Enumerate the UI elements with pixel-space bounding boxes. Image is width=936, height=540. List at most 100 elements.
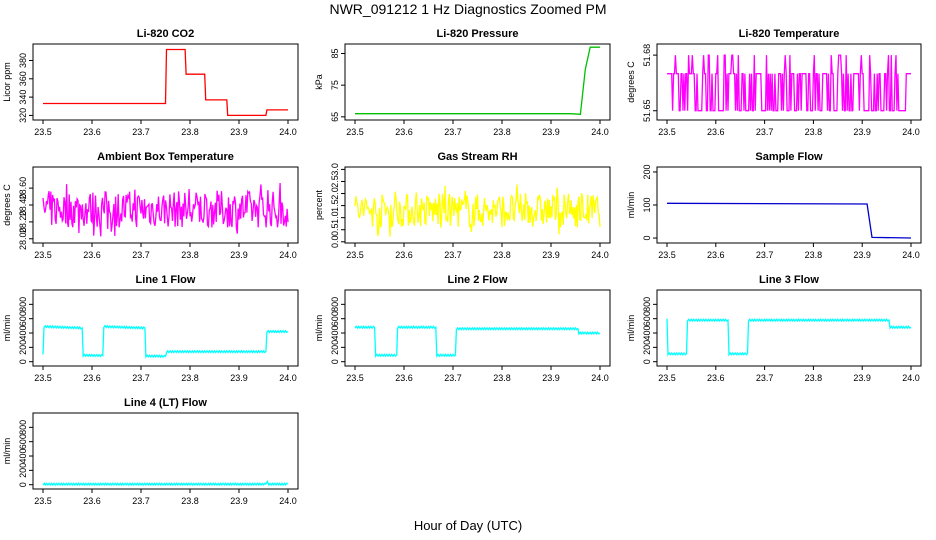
x-tick-label: 23.6: [83, 127, 101, 137]
series-line: [667, 54, 911, 112]
y-tick-label: 85: [330, 48, 340, 58]
y-tick-label: 600: [642, 311, 652, 326]
panel-title: Sample Flow: [755, 151, 823, 163]
x-tick-label: 24.0: [591, 127, 609, 137]
x-tick-label: 24.0: [902, 250, 920, 260]
y-tick-label: 0: [18, 359, 28, 364]
y-axis-label: degrees C: [2, 184, 12, 226]
y-tick-label: 0.0: [330, 236, 340, 249]
panel-title: Li-820 Temperature: [739, 28, 840, 40]
y-tick-label: 65: [330, 112, 340, 122]
x-tick-label: 23.6: [707, 250, 725, 260]
y-tick-label: 200: [642, 164, 652, 179]
x-tick-label: 24.0: [279, 496, 297, 506]
series-line: [42, 182, 289, 237]
x-tick-label: 23.8: [805, 127, 823, 137]
figure-title: NWR_091212 1 Hz Diagnostics Zoomed PM: [329, 1, 607, 17]
y-axis-label: ml/min: [2, 315, 12, 342]
y-tick-label: 360: [18, 71, 28, 86]
y-axis-label: percent: [314, 189, 324, 220]
y-tick-label: 0: [642, 359, 652, 364]
x-tick-label: 23.5: [658, 373, 676, 383]
y-tick-label: 1.0: [330, 211, 340, 224]
x-tick-label: 23.5: [34, 127, 52, 137]
x-tick-label: 23.7: [132, 373, 150, 383]
x-tick-label: 23.5: [658, 250, 676, 260]
x-tick-label: 23.8: [493, 250, 511, 260]
panel-6: Line 1 Flow 23.5 23.6 23.7 23.8 23.9 24.0 0 2004…: [2, 274, 299, 383]
panel-title: Line 3 Flow: [759, 274, 819, 286]
y-tick-label: 400: [18, 449, 28, 464]
panel-title: Line 4 (LT) Flow: [124, 397, 207, 409]
panel-title: Li-820 CO2: [137, 28, 194, 40]
panel-7: Line 2 Flow 23.5 23.6 23.7 23.8 23.9 24.0 0 2004…: [314, 274, 611, 383]
y-tick-label: 28.40: [18, 194, 28, 217]
plot-frame: [656, 43, 922, 121]
y-axis-label: degrees C: [626, 61, 636, 103]
x-tick-label: 23.9: [542, 127, 560, 137]
x-tick-label: 23.7: [132, 250, 150, 260]
x-tick-label: 23.9: [230, 496, 248, 506]
x-tick-label: 23.8: [181, 496, 199, 506]
y-tick-label: 0.5: [330, 223, 340, 236]
x-tick-label: 23.7: [756, 373, 774, 383]
panel-2: Li-820 Temperature 23.5 23.6 23.7 23.8 23.9 24…: [626, 28, 922, 137]
panel-title: Li-820 Pressure: [437, 28, 519, 40]
plot-frame: [32, 43, 299, 121]
y-tick-label: 200: [18, 463, 28, 478]
x-tick-label: 24.0: [591, 250, 609, 260]
y-tick-label: 400: [18, 326, 28, 341]
series-line: [43, 48, 288, 117]
y-tick-label: 0: [330, 359, 340, 364]
series-line: [354, 325, 601, 359]
x-tick-label: 23.9: [230, 127, 248, 137]
x-tick-label: 24.0: [591, 373, 609, 383]
series-line: [355, 46, 600, 115]
x-tick-label: 23.5: [346, 373, 364, 383]
x-tick-label: 23.9: [853, 127, 871, 137]
x-tick-label: 23.8: [805, 373, 823, 383]
panel-1: Li-820 Pressure 23.5 23.6 23.7 23.8 23.9 24.0 6…: [314, 28, 611, 137]
x-tick-label: 24.0: [902, 373, 920, 383]
y-tick-label: 800: [18, 297, 28, 312]
x-tick-label: 23.6: [83, 250, 101, 260]
x-tick-label: 23.8: [181, 250, 199, 260]
x-tick-label: 23.8: [493, 127, 511, 137]
panel-3: Ambient Box Temperature 23.5 23.6 23.7 23.8 2…: [2, 151, 299, 260]
panel-0: Li-820 CO2 23.5 23.6 23.7 23.8 23.9 24.0 320 340…: [2, 28, 299, 137]
y-tick-label: 0: [18, 482, 28, 487]
x-tick-label: 23.6: [83, 373, 101, 383]
y-tick-label: 800: [18, 420, 28, 435]
x-tick-label: 23.6: [83, 496, 101, 506]
x-tick-label: 23.7: [756, 250, 774, 260]
y-tick-label: 28.60: [18, 177, 28, 200]
plot-frame: [344, 289, 611, 367]
y-tick-label: 320: [18, 108, 28, 123]
y-axis-label: ml/min: [626, 192, 636, 219]
plot-frame: [344, 43, 611, 121]
x-tick-label: 23.6: [395, 373, 413, 383]
plot-frame: [656, 289, 922, 367]
x-tick-label: 23.9: [853, 250, 871, 260]
y-tick-label: 800: [642, 297, 652, 312]
x-tick-label: 23.8: [805, 250, 823, 260]
x-tick-label: 23.9: [542, 250, 560, 260]
series-line: [42, 480, 289, 487]
x-tick-label: 23.5: [34, 496, 52, 506]
panel-title: Gas Stream RH: [437, 151, 517, 163]
y-tick-label: 200: [642, 340, 652, 355]
series-line: [354, 184, 601, 237]
panel-8: Line 3 Flow 23.5 23.6 23.7 23.8 23.9 24.0 0 2004…: [626, 274, 922, 383]
panel-title: Ambient Box Temperature: [97, 151, 234, 163]
y-tick-label: 400: [330, 326, 340, 341]
x-tick-label: 23.5: [346, 250, 364, 260]
x-tick-label: 23.5: [346, 127, 364, 137]
x-tick-label: 23.7: [444, 127, 462, 137]
x-tick-label: 23.9: [542, 373, 560, 383]
y-tick-label: 200: [18, 340, 28, 355]
x-tick-label: 23.5: [34, 250, 52, 260]
x-tick-label: 23.8: [493, 373, 511, 383]
y-tick-label: 200: [330, 340, 340, 355]
x-axis-title: Hour of Day (UTC): [413, 518, 523, 533]
y-tick-label: 600: [330, 311, 340, 326]
